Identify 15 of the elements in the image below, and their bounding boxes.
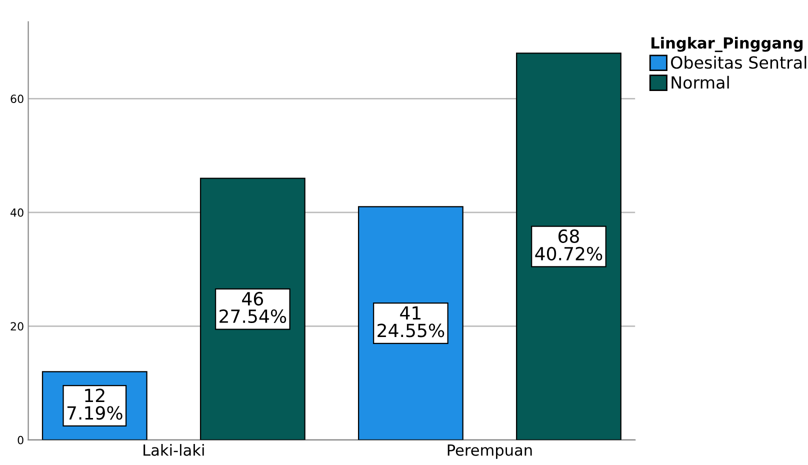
- bar: [516, 52, 622, 440]
- legend-label: Obesitas Sentral: [671, 56, 806, 69]
- data-label: 68 40.72%: [535, 229, 602, 260]
- data-label: 12 7.19%: [67, 388, 122, 420]
- legend-title: Lingkar_Pinggang: [651, 36, 803, 52]
- legend-label: Normal: [672, 76, 729, 89]
- data-label: 41 24.55%: [378, 306, 444, 338]
- bar: [200, 178, 306, 440]
- y-tick-label: 60: [10, 94, 24, 104]
- y-tick-label: 0: [18, 436, 24, 444]
- x-tick-label: Laki-laki: [144, 444, 204, 456]
- y-tick-label: 40: [10, 208, 24, 217]
- data-label: 46 27.54%: [220, 292, 286, 324]
- y-tick-label: 20: [10, 322, 24, 331]
- x-tick-label: Perempuan: [448, 444, 532, 459]
